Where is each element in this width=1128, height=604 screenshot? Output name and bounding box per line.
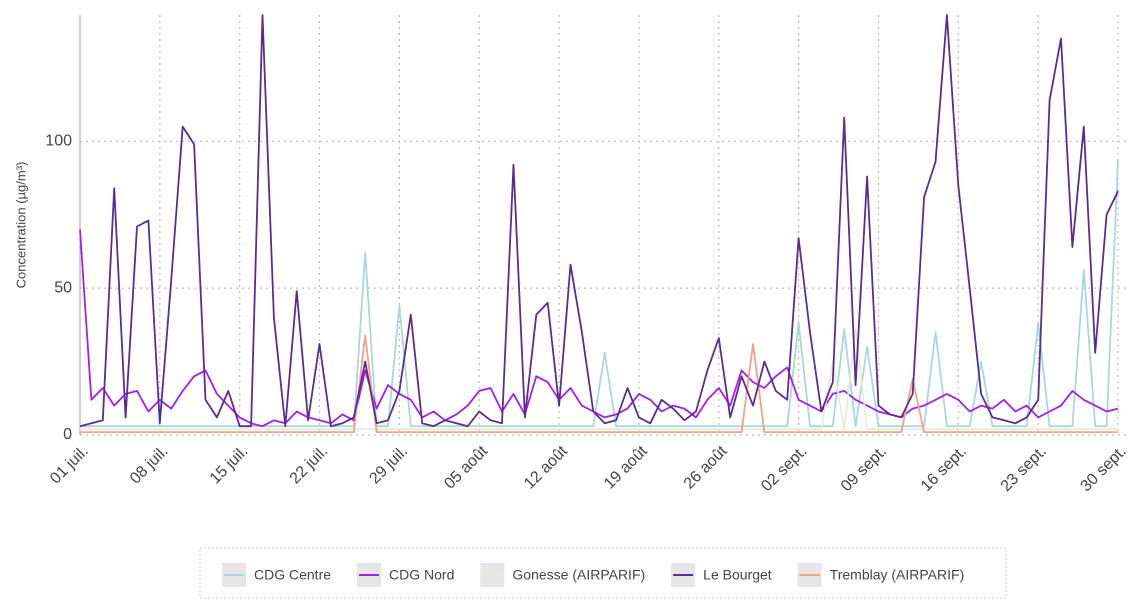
y-tick-label: 100 (45, 133, 72, 150)
series-line (80, 158, 1119, 428)
x-tick-label: 16 sept. (918, 443, 970, 495)
series-line (79, 229, 1119, 428)
x-tick-label: 09 sept. (838, 443, 890, 495)
x-tick-label: 29 juil. (366, 443, 411, 488)
legend-label: Le Bourget (703, 567, 772, 583)
x-tick-label: 30 sept. (1078, 443, 1128, 495)
y-tick-label: 0 (63, 426, 72, 443)
series-line (80, 328, 1118, 430)
x-tick-label: 15 juil. (207, 443, 252, 488)
y-tick-label: 50 (54, 279, 72, 296)
series-line (79, 14, 1119, 428)
x-tick-label: 19 août (601, 442, 651, 492)
x-tick-label: 08 juil. (127, 443, 172, 488)
y-axis-label: Concentration (µg/m³) (13, 162, 28, 289)
legend-label: CDG Centre (254, 567, 331, 583)
x-tick-label: 05 août (441, 442, 491, 492)
x-tick-label: 12 août (521, 442, 571, 492)
x-tick-label: 02 sept. (758, 443, 810, 495)
legend-label: CDG Nord (389, 567, 454, 583)
series-line (80, 334, 1118, 433)
legend-label: Gonesse (AIRPARIF) (512, 567, 645, 583)
x-tick-label: 01 juil. (47, 443, 92, 488)
x-tick-label: 26 août (681, 442, 731, 492)
legend-label: Tremblay (AIRPARIF) (830, 567, 965, 583)
x-tick-label: 23 sept. (998, 443, 1050, 495)
x-tick-label: 22 juil. (287, 443, 332, 488)
